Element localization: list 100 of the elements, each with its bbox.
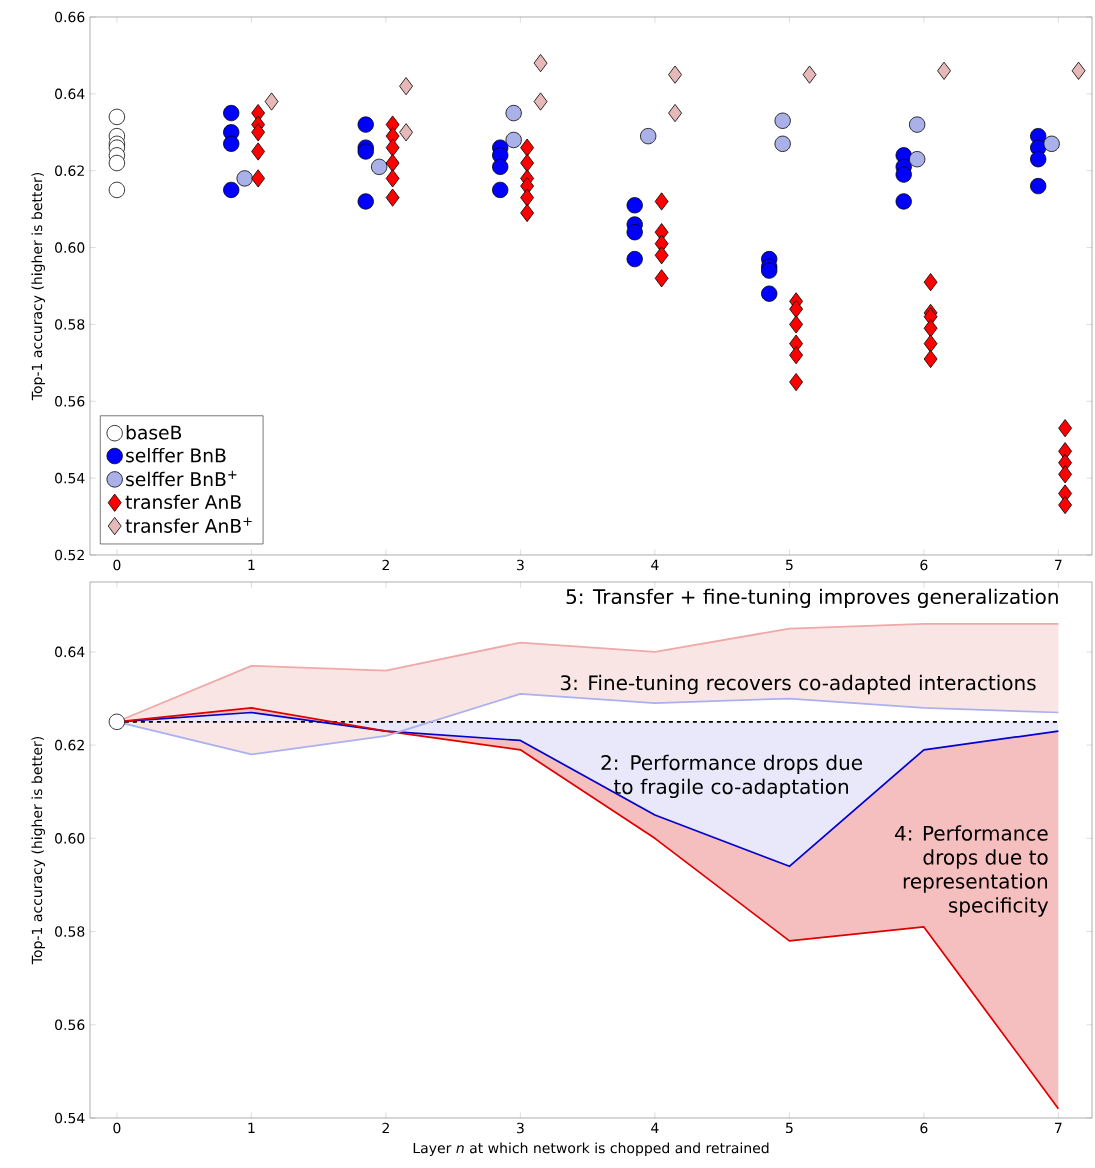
point [654,192,669,211]
y-tick-label: 0.52 [55,549,84,561]
x-tick-label: 6 [920,1122,928,1134]
point [909,116,926,133]
point [774,112,791,129]
x-tick-label: 3 [517,1122,524,1134]
x-tick-label: 7 [1055,559,1062,570]
point [909,151,926,168]
y-tick-label: 0.54 [55,472,85,484]
point [264,92,279,111]
point [108,108,126,126]
y-tick-label: 0.66 [55,11,85,23]
point [668,104,682,123]
point [533,92,548,111]
point [357,116,374,133]
x-tick-label: 4 [651,1122,659,1133]
point [1030,151,1047,168]
point [223,104,240,122]
y-axis-title: Top-1 accuracy (higher is better) [31,736,45,965]
y-tick-label: 0.60 [55,242,85,253]
point [371,158,388,175]
point [492,181,509,199]
x-tick-label: 1 [248,559,255,570]
point [533,54,548,73]
point [1043,135,1060,152]
y-tick-label: 0.64 [55,646,85,658]
legend-label: transfer AnB [125,494,241,510]
point [923,319,938,338]
point [223,135,240,152]
point [923,334,938,353]
point [789,346,804,365]
legend-label: selffer BnB$^{+}$ [126,470,237,487]
y-tick-label: 0.62 [55,739,84,751]
point [654,246,669,265]
x-tick-label: 0 [113,559,121,571]
point [251,169,266,188]
point [505,104,522,122]
point [399,77,413,96]
x-tick-label: 5 [786,1122,793,1134]
legend-label: transfer AnB$^{+}$ [125,517,252,533]
x-tick-label: 7 [1055,1122,1062,1133]
y-tick-label: 0.56 [55,1019,85,1031]
legend-label: baseB [126,425,182,440]
x-tick-label: 1 [248,1122,255,1133]
point [640,127,657,145]
point [108,181,126,199]
point [895,166,912,183]
x-tick-label: 4 [651,559,659,570]
point [520,203,535,223]
point [357,193,374,210]
point [774,135,791,152]
point [668,65,682,84]
legend-label: selffer BnB [126,447,226,463]
y-tick-label: 0.58 [55,319,85,330]
point [251,142,266,161]
point [399,123,413,142]
point [1058,495,1073,515]
point [761,262,778,279]
point [802,65,817,84]
point [761,285,778,302]
point [654,269,669,288]
point [923,273,938,292]
annotation: 5: Transfer + fine-tuning improves generalization [566,588,1058,608]
point [385,188,400,207]
y-axis-title: Top-1 accuracy (higher is better) [31,172,45,401]
point [895,193,912,210]
annotation: 2: Performance drops due to fragile co-adaptation [601,754,862,799]
point [1030,177,1047,195]
point [251,123,266,142]
y-tick-label: 0.64 [55,88,85,100]
y-tick-label: 0.60 [55,833,85,844]
point [923,349,938,369]
point [626,250,643,268]
y-tick-label: 0.58 [55,926,85,937]
x-tick-label: 3 [517,559,524,571]
point [937,61,951,80]
point [789,315,804,334]
x-tick-label: 2 [382,1122,389,1134]
point [1058,465,1073,484]
point [236,170,253,187]
point [520,188,535,207]
point [626,224,643,241]
y-tick-label: 0.56 [55,395,85,407]
x-tick-label: 6 [920,559,928,571]
point [505,131,522,149]
y-tick-label: 0.54 [55,1112,85,1124]
point [385,138,400,157]
point [626,197,643,214]
point [385,169,400,188]
point [385,153,400,173]
annotation: 3: Fine-tuning recovers co-adapted interactions [560,674,1036,695]
x-tick-label: 5 [786,559,793,571]
point [223,181,240,199]
point [1058,419,1073,438]
annotation: 4: Performance drops due to representation specificity [895,825,1049,917]
x-tick-label: 2 [382,559,389,571]
point [789,299,804,319]
point [492,158,509,175]
point [789,373,804,392]
y-tick-label: 0.62 [55,165,84,176]
